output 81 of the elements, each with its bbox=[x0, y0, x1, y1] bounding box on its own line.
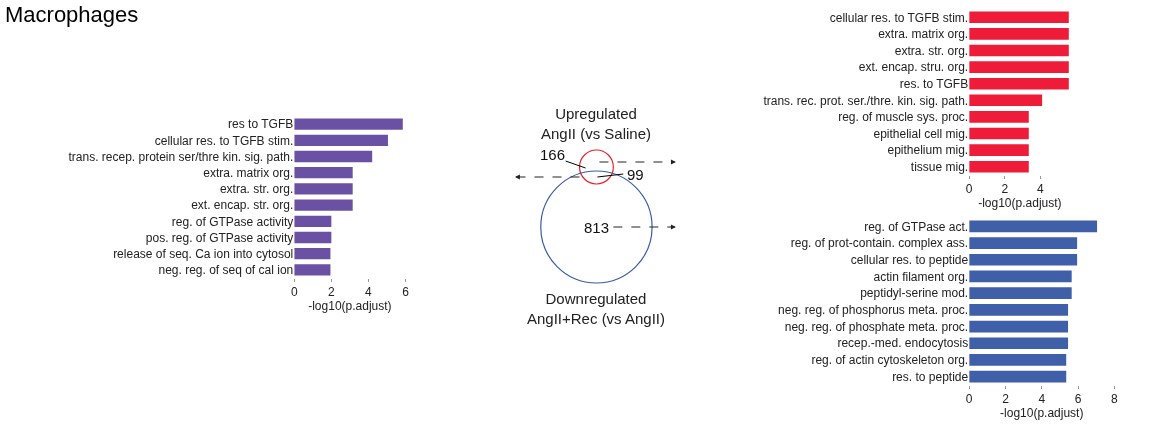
y-tick-label: ext. encap. stru. org. bbox=[858, 60, 969, 75]
text: Macrophages bbox=[5, 2, 139, 27]
y-tick-label: res. to TGFB bbox=[899, 76, 969, 91]
y-tick-label: extra. matrix org. bbox=[203, 165, 294, 180]
category-label: Upregulated AngII (vs Saline) bbox=[541, 105, 652, 142]
x-axis-title: -log10(p.adjust) bbox=[308, 299, 392, 314]
y-tick-label: reg. of GTPase act. bbox=[864, 219, 969, 234]
y-tick-label: pos. reg. of GTPase activity bbox=[145, 230, 294, 245]
bar bbox=[969, 111, 1029, 123]
y-tick-label: trans. recep. protein ser/thre kin. sig. path. bbox=[68, 149, 294, 164]
bar bbox=[969, 270, 1072, 283]
y-tick-label: extra. matrix org. bbox=[878, 27, 969, 42]
x-tick-label: 8 bbox=[1110, 392, 1118, 407]
bar bbox=[969, 44, 1069, 57]
y-tick-label: res. to peptide bbox=[892, 369, 969, 384]
bar bbox=[969, 370, 1067, 383]
bar bbox=[969, 220, 1098, 233]
bar bbox=[969, 237, 1078, 249]
x-tick-label: 0 bbox=[965, 392, 973, 407]
y-tick-label: trans. rec. prot. ser./thre. kin. sig. path. bbox=[763, 93, 969, 108]
bar bbox=[294, 264, 331, 276]
bar bbox=[294, 183, 353, 195]
bar bbox=[969, 337, 1069, 350]
y-tick-label: epithelium mig. bbox=[887, 143, 969, 158]
bar bbox=[294, 118, 403, 130]
x-axis-title: -log10(p.adjust) bbox=[978, 196, 1062, 211]
bar bbox=[969, 77, 1069, 90]
bar bbox=[969, 94, 1043, 107]
bar bbox=[294, 167, 353, 179]
y-tick-label: extra. str. org. bbox=[894, 43, 969, 58]
bar bbox=[294, 215, 332, 227]
bar bbox=[969, 144, 1029, 156]
bar bbox=[969, 61, 1069, 73]
y-tick-label: cellular res. to peptide bbox=[850, 252, 969, 267]
data-label: 813 bbox=[584, 219, 610, 236]
y-tick-label: reg. of actin cytoskeleton org. bbox=[811, 353, 969, 368]
y-tick-label: ext. encap. str. org. bbox=[191, 198, 294, 213]
y-tick-label: reg. of muscle sys. proc. bbox=[838, 110, 969, 125]
x-tick-label: 6 bbox=[1074, 392, 1082, 407]
bar bbox=[969, 287, 1072, 299]
bar bbox=[969, 354, 1067, 366]
x-tick-label: 4 bbox=[1037, 182, 1044, 197]
bar bbox=[294, 199, 353, 211]
category-label: Downregulated AngII+Rec (vs AngII) bbox=[527, 290, 665, 327]
bar bbox=[969, 304, 1069, 316]
y-tick-label: cellular res. to TGFB stim. bbox=[154, 133, 294, 148]
bar bbox=[969, 11, 1069, 24]
y-tick-label: neg. reg. of seq of cal ion bbox=[158, 263, 294, 278]
y-tick-label: reg. of prot-contain. complex ass. bbox=[790, 236, 969, 251]
y-tick-label: cellular res. to TGFB stim. bbox=[829, 10, 969, 25]
bar bbox=[969, 320, 1069, 333]
x-tick-label: 2 bbox=[1002, 392, 1010, 407]
x-tick-label: 0 bbox=[965, 182, 973, 197]
bar bbox=[969, 253, 1078, 266]
data-label: 99 bbox=[627, 166, 644, 183]
bar bbox=[969, 160, 1029, 173]
y-tick-label: extra. str. org. bbox=[219, 182, 294, 197]
y-tick-label: release of seq. Ca ion into cytosol bbox=[113, 246, 294, 261]
y-tick-label: tissue mig. bbox=[910, 159, 969, 174]
y-tick-label: recep.-med. endocytosis bbox=[837, 336, 969, 351]
bar bbox=[294, 150, 373, 163]
y-tick-label: actin filament org. bbox=[873, 269, 969, 284]
x-tick-label: 4 bbox=[1038, 392, 1046, 407]
bar bbox=[969, 127, 1029, 140]
x-axis-title: -log10(p.adjust) bbox=[1000, 406, 1084, 421]
y-tick-label: peptidyl-serine mod. bbox=[860, 286, 969, 301]
bar bbox=[294, 248, 331, 260]
y-tick-label: res to TGFB bbox=[228, 117, 294, 132]
y-tick-label: neg. reg. of phosphate meta. proc. bbox=[784, 319, 969, 334]
data-label: 166 bbox=[540, 146, 566, 163]
y-tick-label: neg. reg. of phosphorus meta. proc. bbox=[778, 303, 969, 318]
x-tick-label: 6 bbox=[402, 285, 410, 300]
x-tick-label: 0 bbox=[290, 285, 298, 300]
y-tick-label: epithelial cell mig. bbox=[873, 126, 969, 141]
bar bbox=[294, 134, 388, 146]
x-tick-label: 2 bbox=[328, 285, 336, 300]
x-tick-label: 4 bbox=[365, 285, 373, 300]
x-tick-label: 2 bbox=[1001, 182, 1009, 197]
bar bbox=[294, 231, 332, 244]
y-tick-label: reg. of GTPase activity bbox=[171, 214, 294, 229]
bar bbox=[969, 28, 1069, 40]
